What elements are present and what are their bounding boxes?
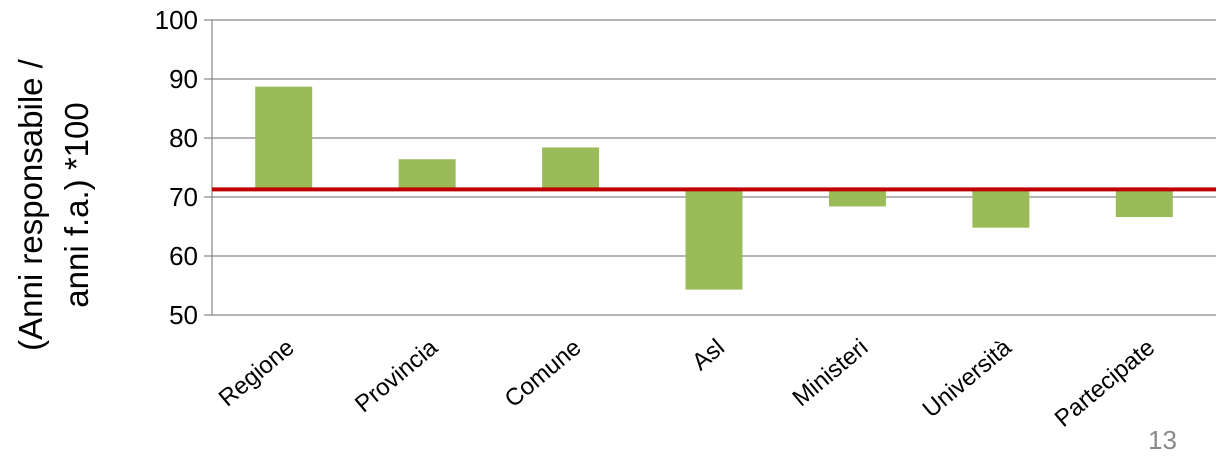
y-tick-label: 70 bbox=[169, 182, 198, 212]
y-tick-label: 90 bbox=[169, 64, 198, 94]
x-tick-label: Asl bbox=[687, 334, 730, 376]
page-number: 13 bbox=[1148, 425, 1177, 455]
y-axis-title: (Anni responsabile / anni f.a.) *100 bbox=[12, 58, 95, 350]
x-tick-label: Università bbox=[918, 333, 1018, 423]
bar-regione bbox=[255, 86, 313, 190]
bar-ministeri bbox=[828, 189, 886, 207]
x-tick-label: Comune bbox=[500, 334, 587, 413]
y-tick-label: 50 bbox=[169, 300, 198, 330]
bar-provincia bbox=[398, 159, 456, 190]
bar-università bbox=[972, 189, 1030, 228]
x-axis-labels: Regione Provincia Comune Asl Ministeri Univer… bbox=[214, 333, 1160, 432]
bars bbox=[255, 86, 1173, 290]
y-tick-label: 60 bbox=[169, 241, 198, 271]
bar-comune bbox=[542, 147, 600, 190]
y-axis-title-line2: anni f.a.) *100 bbox=[58, 102, 95, 307]
y-axis-title-line1: (Anni responsabile / bbox=[12, 58, 49, 350]
y-tick-labels: 50 60 70 80 90 100 bbox=[155, 5, 198, 330]
y-tick-label: 100 bbox=[155, 5, 198, 35]
bar-asl bbox=[685, 189, 743, 290]
y-tick-label: 80 bbox=[169, 123, 198, 153]
x-tick-label: Partecipate bbox=[1050, 334, 1160, 433]
x-tick-label: Ministeri bbox=[787, 334, 873, 412]
bar-partecipate bbox=[1115, 189, 1173, 218]
x-tick-label: Regione bbox=[214, 334, 300, 412]
x-tick-label: Provincia bbox=[350, 334, 443, 419]
